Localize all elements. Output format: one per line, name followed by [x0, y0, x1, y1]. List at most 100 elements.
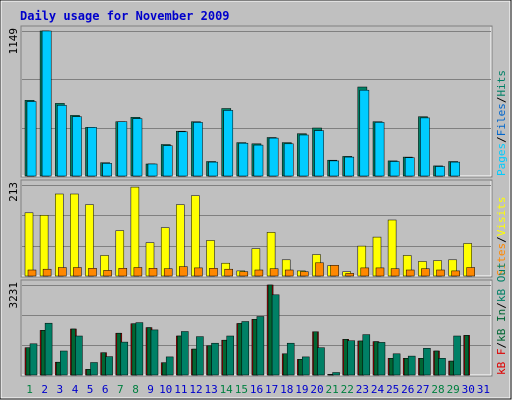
bar-kb-in-16 — [252, 319, 258, 376]
legend-entry: kB F — [495, 349, 508, 376]
bar-sites-28 — [436, 269, 445, 277]
bar-kb-in-21 — [328, 374, 333, 376]
legend-entry: kB In — [495, 309, 508, 342]
bar-pages-11 — [178, 131, 188, 177]
legend-entry: / — [495, 342, 508, 349]
x-tick-label: 24 — [371, 383, 385, 396]
bars-top — [24, 30, 460, 177]
bar-kb-in-6 — [101, 352, 106, 376]
bar-visits-11 — [176, 204, 185, 277]
x-tick-label: 25 — [386, 383, 399, 396]
bar-visits-4 — [70, 193, 79, 277]
x-tick-label: 21 — [325, 383, 338, 396]
legend-bottom: kB F/kB In/kB Out — [495, 262, 508, 375]
legend-middle: Sites/Visits — [495, 197, 508, 277]
bar-pages-9 — [147, 163, 158, 177]
x-tick-label: 15 — [235, 383, 248, 396]
bar-sites-1 — [27, 269, 37, 277]
bar-kb-in-9 — [146, 327, 152, 376]
bar-pages-1 — [26, 101, 37, 177]
bar-sites-11 — [179, 266, 188, 277]
bar-sites-17 — [269, 268, 279, 277]
x-tick-label: 4 — [72, 383, 79, 396]
bar-kb-out-11 — [181, 331, 189, 376]
bar-kb-out-29 — [453, 335, 461, 376]
legend-entry: Sites — [495, 243, 508, 276]
bar-kb-in-18 — [282, 353, 288, 376]
bar-kb-out-5 — [90, 362, 98, 376]
bar-kb-in-30 — [464, 335, 469, 376]
bar-sites-27 — [421, 268, 430, 277]
bar-kb-in-19 — [298, 359, 303, 376]
bar-kb-out-25 — [392, 353, 401, 376]
x-tick-label: 6 — [102, 383, 109, 396]
bar-kb-in-26 — [403, 358, 409, 376]
bar-pages-8 — [132, 118, 143, 177]
legend-top: Pages/Files/Hits — [495, 70, 508, 176]
bar-kb-out-1 — [29, 343, 38, 376]
bar-sites-4 — [73, 267, 82, 277]
bar-kb-in-11 — [177, 335, 182, 376]
bar-sites-29 — [451, 270, 460, 277]
bar-sites-16 — [254, 269, 264, 277]
legend-entry: Files — [495, 103, 508, 136]
x-tick-label: 31 — [477, 383, 490, 396]
bar-pages-22 — [344, 156, 355, 177]
bars-bottom — [24, 284, 470, 376]
bar-sites-24 — [375, 267, 385, 277]
bar-pages-5 — [87, 127, 97, 177]
bar-kb-in-1 — [25, 347, 31, 376]
x-tick-label: 8 — [132, 383, 139, 396]
bar-pages-25 — [389, 161, 400, 177]
bar-sites-18 — [284, 269, 294, 277]
bar-visits-3 — [55, 193, 64, 277]
bar-kb-in-13 — [207, 345, 212, 376]
bar-sites-12 — [194, 267, 203, 277]
bar-sites-5 — [88, 268, 97, 277]
bar-sites-19 — [300, 271, 309, 277]
bar-sites-23 — [360, 267, 370, 277]
bar-kb-out-2 — [44, 322, 53, 376]
bar-sites-15 — [239, 271, 249, 277]
bar-kb-in-5 — [86, 369, 91, 376]
x-axis-labels: 1 2 3 4 5 6 7 8 9 10 11 12 13 14 15 16 17 18 19 20 21 22 23 24 2… — [26, 383, 490, 396]
legend-entry: / — [495, 136, 508, 143]
bar-sites-20 — [315, 262, 324, 277]
x-tick-label: 28 — [431, 383, 444, 396]
bar-pages-23 — [359, 89, 370, 177]
bar-kb-in-10 — [161, 362, 167, 376]
x-tick-label: 10 — [159, 383, 172, 396]
bar-kb-out-6 — [105, 356, 113, 376]
bar-kb-in-22 — [343, 339, 348, 376]
bar-kb-out-26 — [407, 355, 416, 376]
x-tick-label: 5 — [87, 383, 94, 396]
bar-pages-19 — [299, 134, 309, 177]
bar-kb-in-8 — [131, 323, 137, 376]
bar-sites-30 — [466, 267, 475, 277]
x-tick-label: 17 — [265, 383, 278, 396]
bar-visits-12 — [191, 195, 200, 277]
bar-kb-in-15 — [237, 323, 243, 376]
bar-sites-7 — [118, 268, 128, 277]
bar-sites-22 — [345, 273, 354, 277]
legend-entry: kB Out — [495, 262, 508, 302]
x-tick-label: 20 — [310, 383, 323, 396]
bar-kb-out-15 — [241, 321, 250, 376]
legend-entry: / — [495, 302, 508, 309]
bar-kb-in-12 — [192, 348, 197, 376]
bar-sites-8 — [133, 267, 143, 277]
bar-pages-10 — [162, 145, 173, 177]
bar-visits-1 — [24, 212, 34, 277]
bar-kb-out-17 — [271, 294, 280, 376]
x-tick-label: 12 — [189, 383, 202, 396]
bar-pages-16 — [253, 144, 264, 177]
x-tick-label: 23 — [356, 383, 369, 396]
bar-sites-9 — [148, 268, 158, 277]
bar-pages-12 — [193, 122, 203, 177]
bar-kb-in-23 — [358, 340, 364, 376]
bar-pages-17 — [268, 137, 279, 177]
bar-visits-25 — [387, 219, 397, 277]
